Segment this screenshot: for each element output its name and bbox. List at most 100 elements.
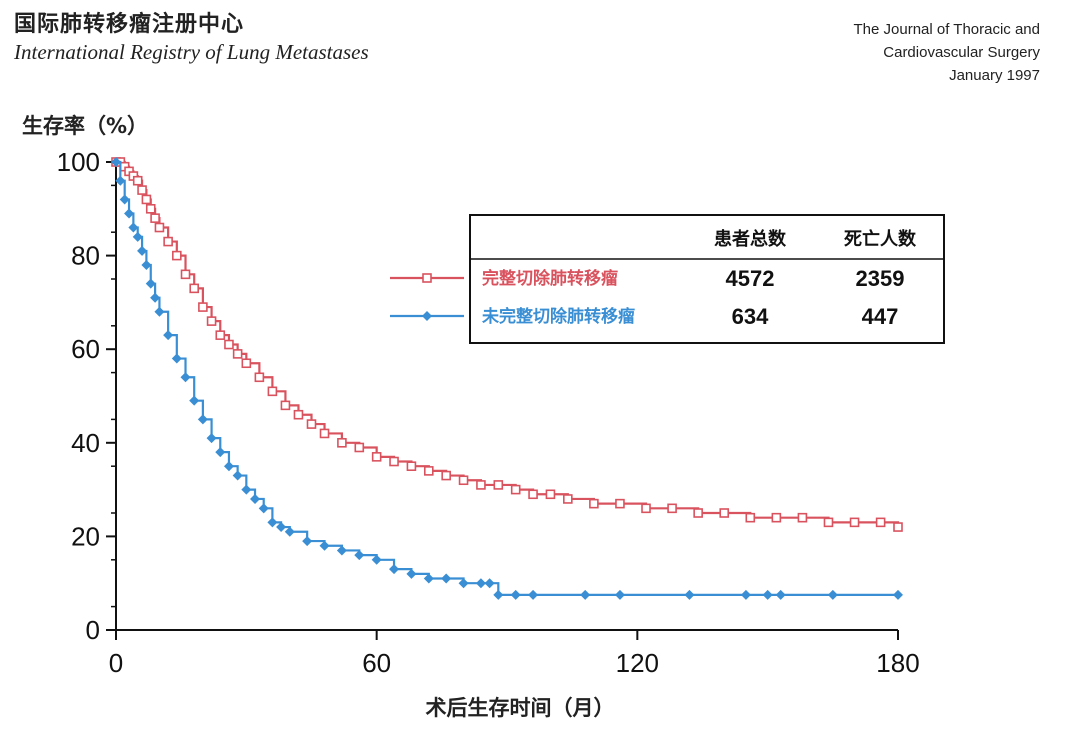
series-point (354, 550, 365, 561)
series-point (589, 498, 599, 509)
series-point (137, 185, 147, 195)
x-tick-label: 0 (109, 648, 123, 678)
series-point (198, 302, 208, 312)
y-tick-label: 20 (71, 521, 100, 551)
series-point (475, 578, 486, 589)
series-point (745, 512, 756, 523)
y-tick-label: 80 (71, 241, 100, 271)
series-point (145, 204, 156, 214)
series-point (241, 358, 252, 369)
series-point (197, 414, 208, 425)
legend-deaths-value: 2359 (856, 266, 905, 291)
legend-col-deaths: 死亡人数 (844, 228, 917, 250)
journal-line-3: January 1997 (949, 67, 1040, 84)
series-point (180, 372, 191, 383)
series-point (563, 494, 573, 504)
series-point (163, 236, 173, 247)
series-point (614, 589, 625, 600)
series-point (823, 517, 834, 528)
series-point (284, 526, 295, 537)
journal-line-2: Cardiovascular Surgery (883, 44, 1040, 61)
series-point (224, 339, 234, 350)
series-point (206, 433, 217, 444)
series-point (510, 589, 521, 600)
series-point (132, 175, 143, 186)
series-point (267, 386, 278, 397)
series-point (354, 442, 365, 453)
y-tick-label: 40 (71, 428, 100, 458)
series-point (119, 194, 130, 205)
journal-citation: The Journal of Thoracic and Cardiovascul… (854, 18, 1041, 87)
series-point (667, 503, 677, 514)
series-point (484, 578, 495, 589)
series-point (762, 589, 773, 600)
series-point (132, 231, 143, 242)
series-point (171, 353, 182, 364)
series-point (258, 503, 269, 514)
series-point (319, 540, 330, 551)
series-point (545, 489, 556, 500)
series-point (337, 437, 347, 448)
series-point (528, 489, 538, 500)
series-point (893, 522, 903, 532)
series-point (150, 292, 161, 303)
series-point (371, 452, 382, 462)
series-point (254, 372, 265, 383)
y-axis-title: 生存率（%） (22, 114, 149, 138)
x-axis-title: 术后生存时间（月） (426, 696, 615, 720)
series-point (189, 283, 199, 294)
series-point (232, 470, 243, 481)
legend-patients-value: 634 (732, 304, 769, 329)
series-point (740, 589, 751, 600)
legend-swatch-marker (422, 311, 432, 321)
series-point (124, 208, 135, 219)
series-point (267, 517, 278, 528)
series-point (293, 409, 304, 420)
series-point (280, 400, 291, 411)
series-point (180, 269, 191, 280)
legend-deaths-value: 447 (862, 304, 899, 329)
series-point (206, 316, 217, 326)
legend-series-name: 未完整切除肺转移瘤 (481, 306, 635, 327)
series-point (111, 157, 121, 167)
series-point (371, 554, 382, 565)
legend-patients-value: 4572 (726, 266, 775, 291)
legend-col-patients: 患者总数 (714, 228, 787, 250)
x-tick-label: 120 (616, 648, 659, 678)
series-point (719, 508, 730, 518)
series-point (875, 517, 886, 528)
series-point (476, 480, 486, 490)
series-point (389, 564, 400, 575)
x-tick-label: 60 (362, 648, 391, 678)
series-point (250, 493, 261, 504)
series-point (319, 428, 330, 439)
chart-title-cn: 国际肺转移瘤注册中心 (14, 12, 245, 37)
journal-line-1: The Journal of Thoracic and (853, 21, 1041, 38)
series-point (441, 573, 452, 584)
series-point (423, 573, 434, 584)
series-point (232, 349, 243, 359)
series-point (458, 578, 469, 589)
series-point (423, 466, 434, 476)
series-point (137, 245, 148, 256)
series-point (775, 589, 786, 600)
series-point (115, 175, 126, 186)
series-point (215, 447, 226, 458)
series-point (493, 589, 504, 600)
series-point (580, 589, 591, 600)
series-point (215, 330, 226, 340)
series-point (336, 545, 347, 556)
series-point (684, 589, 695, 600)
y-tick-label: 100 (57, 147, 100, 177)
series-point (145, 278, 156, 289)
legend-box (469, 214, 945, 344)
series-point (849, 517, 860, 528)
series-point (528, 589, 539, 600)
series-point (302, 536, 313, 547)
series-point (406, 568, 417, 579)
series-point (389, 456, 399, 467)
series-point (458, 475, 469, 486)
series-point (306, 419, 317, 429)
series-point (771, 512, 782, 523)
